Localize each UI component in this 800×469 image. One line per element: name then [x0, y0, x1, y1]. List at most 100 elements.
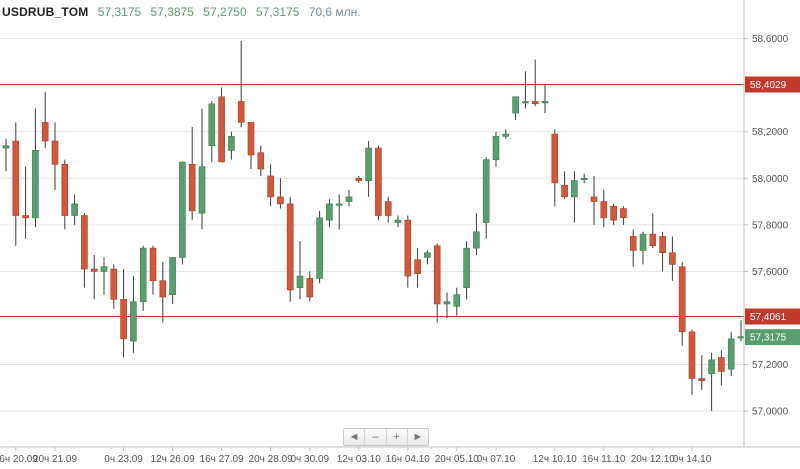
candle: [492, 131, 500, 167]
candle-body-up: [71, 203, 78, 216]
candle: [81, 213, 88, 288]
candle-body-down: [688, 331, 696, 379]
y-tick-label: 57,8000: [752, 220, 789, 231]
candle-body-down: [120, 299, 127, 340]
candle: [365, 141, 372, 197]
scroll-right-icon[interactable]: ►: [412, 431, 424, 443]
candle: [159, 262, 167, 323]
candle: [257, 145, 265, 176]
candle-body-up: [394, 219, 402, 223]
x-tick-label: 20ч 21.09: [33, 454, 78, 465]
candle-body-up: [198, 166, 206, 214]
candle-body-down: [678, 266, 686, 333]
candle: [610, 203, 617, 225]
candle-body-down: [433, 245, 441, 305]
candle-body-down: [188, 164, 196, 212]
x-tick-label: 16ч 20.09: [0, 454, 38, 465]
candle-body-up: [316, 217, 323, 279]
candle-body-down: [12, 140, 20, 216]
candle-body-down: [610, 205, 617, 221]
x-tick-label: 0ч 30.09: [291, 454, 330, 465]
candle-body-up: [2, 145, 10, 149]
candle: [698, 355, 706, 391]
candle: [120, 269, 127, 358]
candle: [688, 329, 696, 395]
candle: [561, 171, 568, 200]
candle: [502, 129, 510, 139]
candle: [727, 331, 735, 377]
candle-body-up: [512, 96, 519, 114]
candle: [590, 175, 598, 225]
x-tick-label: 16ч 27.09: [200, 454, 245, 465]
chart-navigator: ◄ – + ►: [343, 428, 429, 446]
candle: [433, 243, 441, 323]
candle-body-down: [247, 122, 255, 156]
candle: [149, 245, 157, 295]
candle: [541, 85, 549, 114]
x-tick-label: 12ч 26.09: [151, 454, 196, 465]
candle: [551, 129, 559, 207]
zoom-out-icon[interactable]: –: [365, 429, 387, 445]
candle-body-up: [130, 301, 137, 342]
candle-body-down: [414, 259, 421, 275]
level-tag: [745, 76, 800, 93]
candle-body-down: [375, 147, 382, 216]
level-tag-label: 57,4061: [750, 312, 787, 323]
zoom-in-icon[interactable]: +: [387, 429, 408, 445]
candle: [179, 161, 186, 265]
candle-body-down: [669, 252, 676, 265]
current-price-label: 57,3175: [750, 333, 787, 344]
candle: [453, 287, 461, 316]
candle: [512, 96, 519, 121]
candle-body-up: [453, 294, 461, 307]
candle-body-down: [277, 196, 284, 205]
candle-body-down: [531, 101, 539, 105]
x-tick-label: 0ч 07.10: [477, 454, 516, 465]
level-tag: [745, 308, 800, 325]
candle-body-up: [424, 252, 431, 258]
candle-body-up: [463, 247, 470, 288]
candle-body-up: [335, 203, 343, 206]
candle-body-down: [257, 152, 265, 170]
candle-body-down: [698, 378, 706, 382]
y-tick-label: 57,2000: [752, 360, 789, 371]
level-tag-label: 58,4029: [750, 80, 787, 91]
candle: [375, 145, 382, 221]
candle: [678, 262, 686, 346]
candle: [208, 101, 216, 162]
candle-body-up: [639, 233, 647, 251]
candle: [639, 231, 647, 265]
candle-body-up: [100, 266, 108, 272]
x-tick-label: 0ч 23.09: [104, 454, 143, 465]
candle-body-up: [580, 177, 588, 181]
candle-body-down: [22, 215, 29, 219]
candle: [218, 87, 225, 163]
candle-body-up: [482, 159, 490, 223]
x-tick-label: 12ч 03.10: [337, 454, 382, 465]
candle-body-up: [541, 101, 549, 104]
y-tick-label: 57,6000: [752, 267, 789, 278]
candle: [708, 352, 715, 412]
candle: [326, 199, 333, 228]
candle: [737, 320, 745, 342]
candle-body-up: [571, 180, 578, 198]
candle-body-up: [502, 133, 510, 137]
candle: [384, 196, 392, 223]
candle-body-up: [708, 359, 715, 375]
candle-body-down: [237, 101, 245, 123]
candle-body-down: [659, 236, 666, 254]
candle-body-up: [139, 247, 147, 302]
candle: [424, 250, 431, 265]
y-tick-label: 58,2000: [752, 127, 789, 138]
x-tick-label: 12ч 10.10: [533, 454, 578, 465]
candle: [718, 350, 725, 386]
candle-body-up: [228, 136, 235, 151]
candle-body-down: [384, 201, 392, 216]
candle: [629, 229, 637, 267]
candle: [482, 157, 490, 239]
x-tick-label: 0ч 14.10: [673, 454, 712, 465]
scroll-left-icon[interactable]: ◄: [344, 429, 366, 445]
y-tick-label: 58,0000: [752, 174, 789, 185]
candle-body-up: [169, 257, 176, 295]
